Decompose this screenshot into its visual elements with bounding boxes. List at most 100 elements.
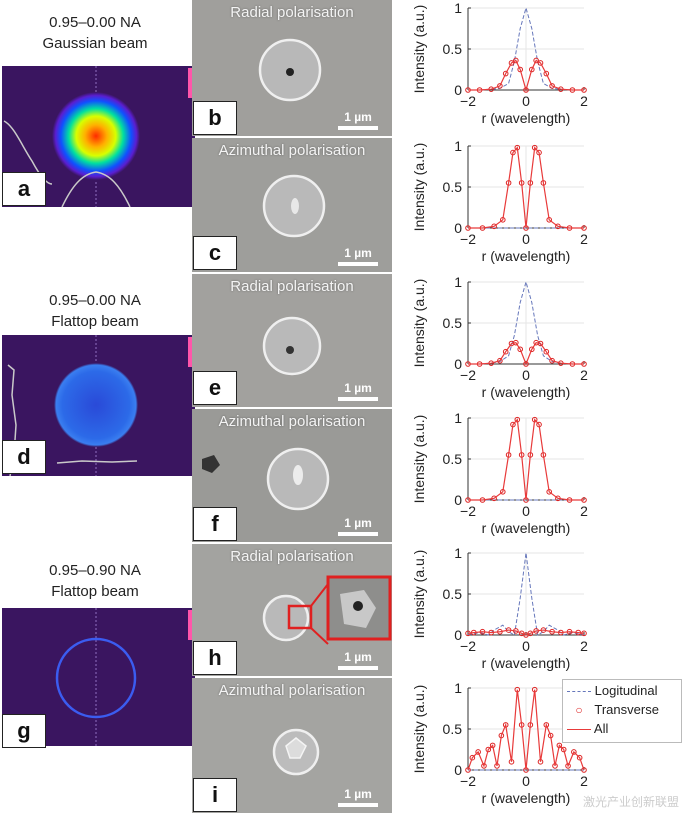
sem-crater-graphic xyxy=(202,447,330,511)
series-transverse-point xyxy=(576,754,583,761)
legend-swatch-longitudinal xyxy=(567,691,591,693)
series-all-line xyxy=(467,629,585,636)
y-axis-label: Intensity (a.u.) xyxy=(411,143,427,232)
series-transverse-point xyxy=(518,452,525,458)
series-transverse-point xyxy=(569,87,576,93)
series-transverse-point xyxy=(510,149,516,156)
sem-title: Azimuthal polarisation xyxy=(218,142,366,159)
beam-type-text: Flattop beam xyxy=(51,313,139,330)
y-tick-label: 1 xyxy=(454,274,462,290)
series-longitudinal-line xyxy=(468,6,584,91)
legend: Logitudinal ○ Transverse All xyxy=(562,679,682,743)
sem-crater-graphic xyxy=(262,174,326,238)
panel-label-c: c xyxy=(193,236,237,270)
x-tick-label: 2 xyxy=(580,773,588,789)
x-tick-label: 0 xyxy=(522,503,530,519)
series-transverse-point xyxy=(556,742,563,749)
scale-bar: 1 µm xyxy=(338,110,378,130)
series-transverse-point xyxy=(527,452,534,458)
series-transverse-point xyxy=(508,340,515,347)
series-transverse-point xyxy=(523,225,529,231)
series-transverse-point xyxy=(502,70,509,77)
x-tick-label: 2 xyxy=(580,503,588,519)
x-tick-label: 2 xyxy=(580,231,588,247)
panel-label-f: f xyxy=(193,507,237,541)
series-longitudinal-line xyxy=(468,280,584,365)
series-transverse-point xyxy=(549,83,555,89)
series-transverse-point xyxy=(581,361,587,367)
y-axis-label: Intensity (a.u.) xyxy=(411,415,427,504)
panel-label-h: h xyxy=(193,641,237,675)
series-transverse-point xyxy=(517,66,524,73)
series-transverse-point xyxy=(533,628,539,634)
panel-label-d: d xyxy=(2,440,46,474)
sem-panel-c: Azimuthal polarisation 1 µm xyxy=(192,138,392,272)
scale-bar: 1 µm xyxy=(338,650,378,670)
x-tick-label: 2 xyxy=(580,93,588,109)
scale-bar: 1 µm xyxy=(338,787,378,807)
series-transverse-point xyxy=(498,732,505,739)
y-tick-label: 0.5 xyxy=(443,315,463,331)
x-tick-label: 0 xyxy=(522,231,530,247)
series-transverse-point xyxy=(566,225,573,231)
series-transverse-point xyxy=(465,497,471,503)
series-transverse-point xyxy=(494,763,500,769)
series-transverse-point xyxy=(500,217,506,223)
x-tick-label: −2 xyxy=(460,773,476,789)
y-tick-label: 0 xyxy=(454,82,462,98)
series-transverse-point xyxy=(523,767,529,773)
series-transverse-point xyxy=(523,497,529,503)
sem-title: Radial polarisation xyxy=(230,548,354,565)
series-transverse-point xyxy=(540,627,547,633)
series-transverse-point xyxy=(469,754,476,761)
beam-na-text: 0.95–0.00 NA xyxy=(49,14,141,31)
y-tick-label: 0.5 xyxy=(443,179,463,195)
series-transverse-point xyxy=(543,348,550,355)
series-transverse-point xyxy=(555,495,561,502)
series-all-line xyxy=(468,59,584,93)
series-transverse-point xyxy=(505,452,512,458)
sem-title: Azimuthal polarisation xyxy=(218,682,366,699)
scale-bar: 1 µm xyxy=(338,381,378,401)
watermark: 激光产业创新联盟 xyxy=(582,795,679,809)
y-tick-label: 0.5 xyxy=(443,451,463,467)
beam-type-text: Gaussian beam xyxy=(42,35,148,52)
series-transverse-point xyxy=(566,497,573,503)
series-transverse-point xyxy=(547,732,554,739)
series-transverse-point xyxy=(481,763,487,769)
series-transverse-point xyxy=(497,83,503,89)
x-tick-label: −2 xyxy=(460,231,476,247)
x-axis-label: r (wavelength) xyxy=(482,110,571,126)
series-transverse-point xyxy=(540,180,547,186)
series-transverse-point xyxy=(505,627,512,633)
x-tick-label: −2 xyxy=(460,503,476,519)
scale-bar: 1 µm xyxy=(338,516,378,536)
series-transverse-point xyxy=(581,497,587,503)
x-tick-label: 0 xyxy=(522,638,530,654)
series-transverse-point xyxy=(575,629,582,636)
y-axis-label: Intensity (a.u.) xyxy=(411,550,427,639)
series-transverse-point xyxy=(529,346,535,353)
series-transverse-point xyxy=(488,360,495,366)
series-transverse-point xyxy=(508,759,515,765)
series-transverse-point xyxy=(502,348,509,355)
series-transverse-point xyxy=(497,357,503,364)
x-axis-label: r (wavelength) xyxy=(482,790,571,806)
series-transverse-point xyxy=(537,759,544,765)
series-transverse-point xyxy=(465,767,471,773)
beam-na-text: 0.95–0.90 NA xyxy=(49,562,141,579)
flattop-profile-graphic xyxy=(7,335,194,476)
beam-title-gaussian: 0.95–0.00 NA Gaussian beam xyxy=(0,12,190,54)
series-transverse-point xyxy=(497,628,503,635)
panel-label-a: a xyxy=(2,172,46,206)
y-tick-label: 0 xyxy=(454,762,462,778)
legend-item-transverse: ○ Transverse xyxy=(567,702,659,717)
series-transverse-point xyxy=(537,60,544,66)
gaussian-profile-graphic xyxy=(3,66,194,207)
series-transverse-point xyxy=(546,489,553,495)
x-axis-label: r (wavelength) xyxy=(482,520,571,536)
x-axis-label: r (wavelength) xyxy=(482,248,571,264)
series-transverse-point xyxy=(513,628,519,634)
series-transverse-point xyxy=(581,767,587,773)
y-tick-label: 0.5 xyxy=(443,721,463,737)
